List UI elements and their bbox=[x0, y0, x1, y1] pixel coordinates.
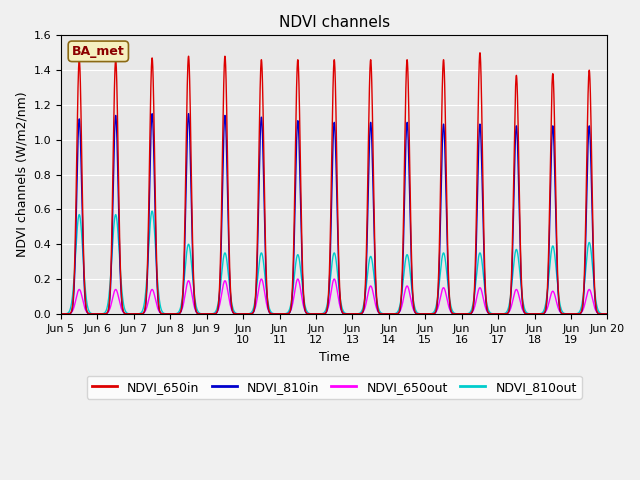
NDVI_810out bbox=[148, 208, 156, 214]
NDVI_810in bbox=[148, 111, 156, 117]
NDVI_810in bbox=[266, 311, 274, 316]
Y-axis label: NDVI channels (W/m2/nm): NDVI channels (W/m2/nm) bbox=[15, 92, 28, 257]
NDVI_650in bbox=[189, 233, 196, 239]
NDVI_650out bbox=[189, 295, 196, 300]
Text: BA_met: BA_met bbox=[72, 45, 125, 58]
X-axis label: Time: Time bbox=[319, 351, 349, 364]
NDVI_810out bbox=[604, 311, 611, 317]
NDVI_810out bbox=[354, 311, 362, 317]
NDVI_650out bbox=[604, 311, 611, 317]
NDVI_810out bbox=[266, 308, 274, 314]
NDVI_650out bbox=[57, 311, 65, 317]
NDVI_650in bbox=[386, 311, 394, 317]
NDVI_810in bbox=[189, 251, 196, 257]
NDVI_810in bbox=[604, 311, 611, 317]
NDVI_810in bbox=[57, 311, 65, 317]
NDVI_650out bbox=[257, 276, 265, 282]
NDVI_650out bbox=[354, 311, 362, 317]
NDVI_810out bbox=[386, 311, 394, 317]
Line: NDVI_650in: NDVI_650in bbox=[61, 53, 607, 314]
NDVI_810in bbox=[386, 311, 394, 317]
NDVI_650in bbox=[354, 311, 362, 317]
NDVI_650out bbox=[266, 310, 274, 316]
NDVI_650in bbox=[463, 311, 470, 317]
NDVI_650in bbox=[266, 311, 274, 316]
NDVI_810in bbox=[354, 311, 362, 317]
Line: NDVI_810in: NDVI_810in bbox=[61, 114, 607, 314]
NDVI_650in bbox=[476, 50, 484, 56]
NDVI_810out bbox=[94, 311, 102, 317]
Line: NDVI_810out: NDVI_810out bbox=[61, 211, 607, 314]
NDVI_650out bbox=[386, 311, 394, 317]
NDVI_650in bbox=[604, 311, 611, 317]
Title: NDVI channels: NDVI channels bbox=[278, 15, 390, 30]
Legend: NDVI_650in, NDVI_810in, NDVI_650out, NDVI_810out: NDVI_650in, NDVI_810in, NDVI_650out, NDV… bbox=[87, 376, 582, 399]
NDVI_650out bbox=[94, 311, 102, 317]
NDVI_650out bbox=[463, 311, 470, 317]
NDVI_810out bbox=[57, 311, 65, 317]
NDVI_810out bbox=[463, 311, 470, 317]
NDVI_810in bbox=[94, 311, 102, 317]
NDVI_650in bbox=[57, 311, 65, 317]
NDVI_650in bbox=[94, 311, 102, 317]
Line: NDVI_650out: NDVI_650out bbox=[61, 279, 607, 314]
NDVI_810out bbox=[189, 273, 196, 278]
NDVI_810in bbox=[463, 311, 470, 317]
